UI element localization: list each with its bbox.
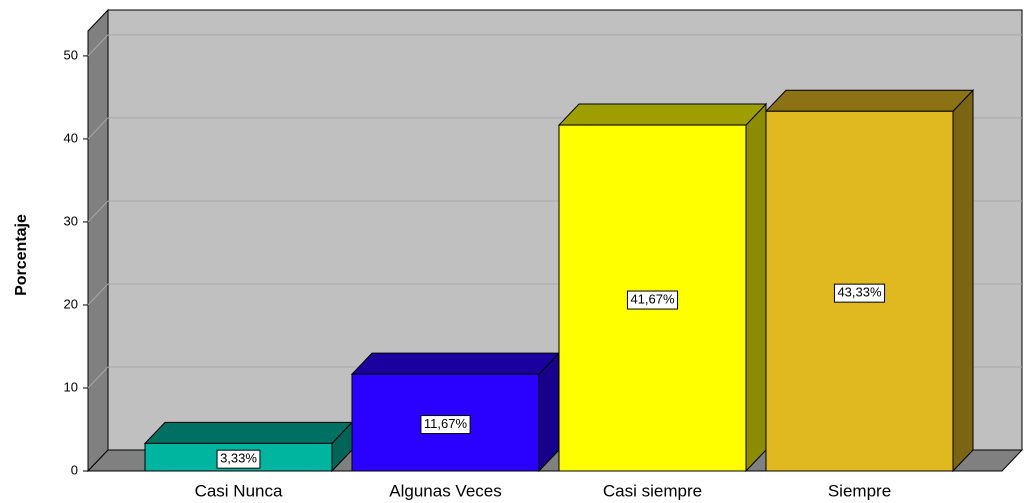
grid-line xyxy=(87,200,109,223)
y-axis-label: Porcentaje xyxy=(13,214,30,296)
x-tick-label: Siempre xyxy=(828,481,891,500)
grid-line xyxy=(87,366,109,389)
value-label-box xyxy=(420,415,471,435)
grid-line xyxy=(87,34,109,57)
y-tick-label: 30 xyxy=(64,213,78,228)
value-label-text: 41,67% xyxy=(630,291,675,306)
value-label-box xyxy=(216,449,261,469)
x-tick-label: Casi siempre xyxy=(603,481,702,500)
grid-line xyxy=(87,117,109,140)
value-label: 3,33% xyxy=(216,449,261,469)
value-label-box xyxy=(833,283,886,303)
bar-top xyxy=(350,352,561,375)
value-label-text: 43,33% xyxy=(837,285,882,300)
value-label-text: 11,67% xyxy=(424,416,468,431)
y-tick-label: 20 xyxy=(64,296,78,311)
bar-side xyxy=(952,89,974,473)
y-tick-label: 50 xyxy=(64,47,78,62)
bar-top xyxy=(557,103,768,126)
value-label: 41,67% xyxy=(626,290,679,310)
bar-top xyxy=(764,89,975,112)
bar-side xyxy=(745,102,767,473)
value-label-box xyxy=(626,290,679,310)
y-tick-label: 0 xyxy=(71,462,78,477)
side-wall xyxy=(87,8,109,473)
bar-top xyxy=(143,421,354,444)
value-label: 11,67% xyxy=(420,415,471,435)
value-label-text: 3,33% xyxy=(220,451,257,466)
value-label: 43,33% xyxy=(833,283,886,303)
x-tick-label: Casi Nunca xyxy=(195,481,283,500)
y-tick-label: 10 xyxy=(64,379,78,394)
x-tick-label: Algunas Veces xyxy=(389,481,501,500)
y-tick-label: 40 xyxy=(64,130,78,145)
grid-line xyxy=(87,283,109,306)
